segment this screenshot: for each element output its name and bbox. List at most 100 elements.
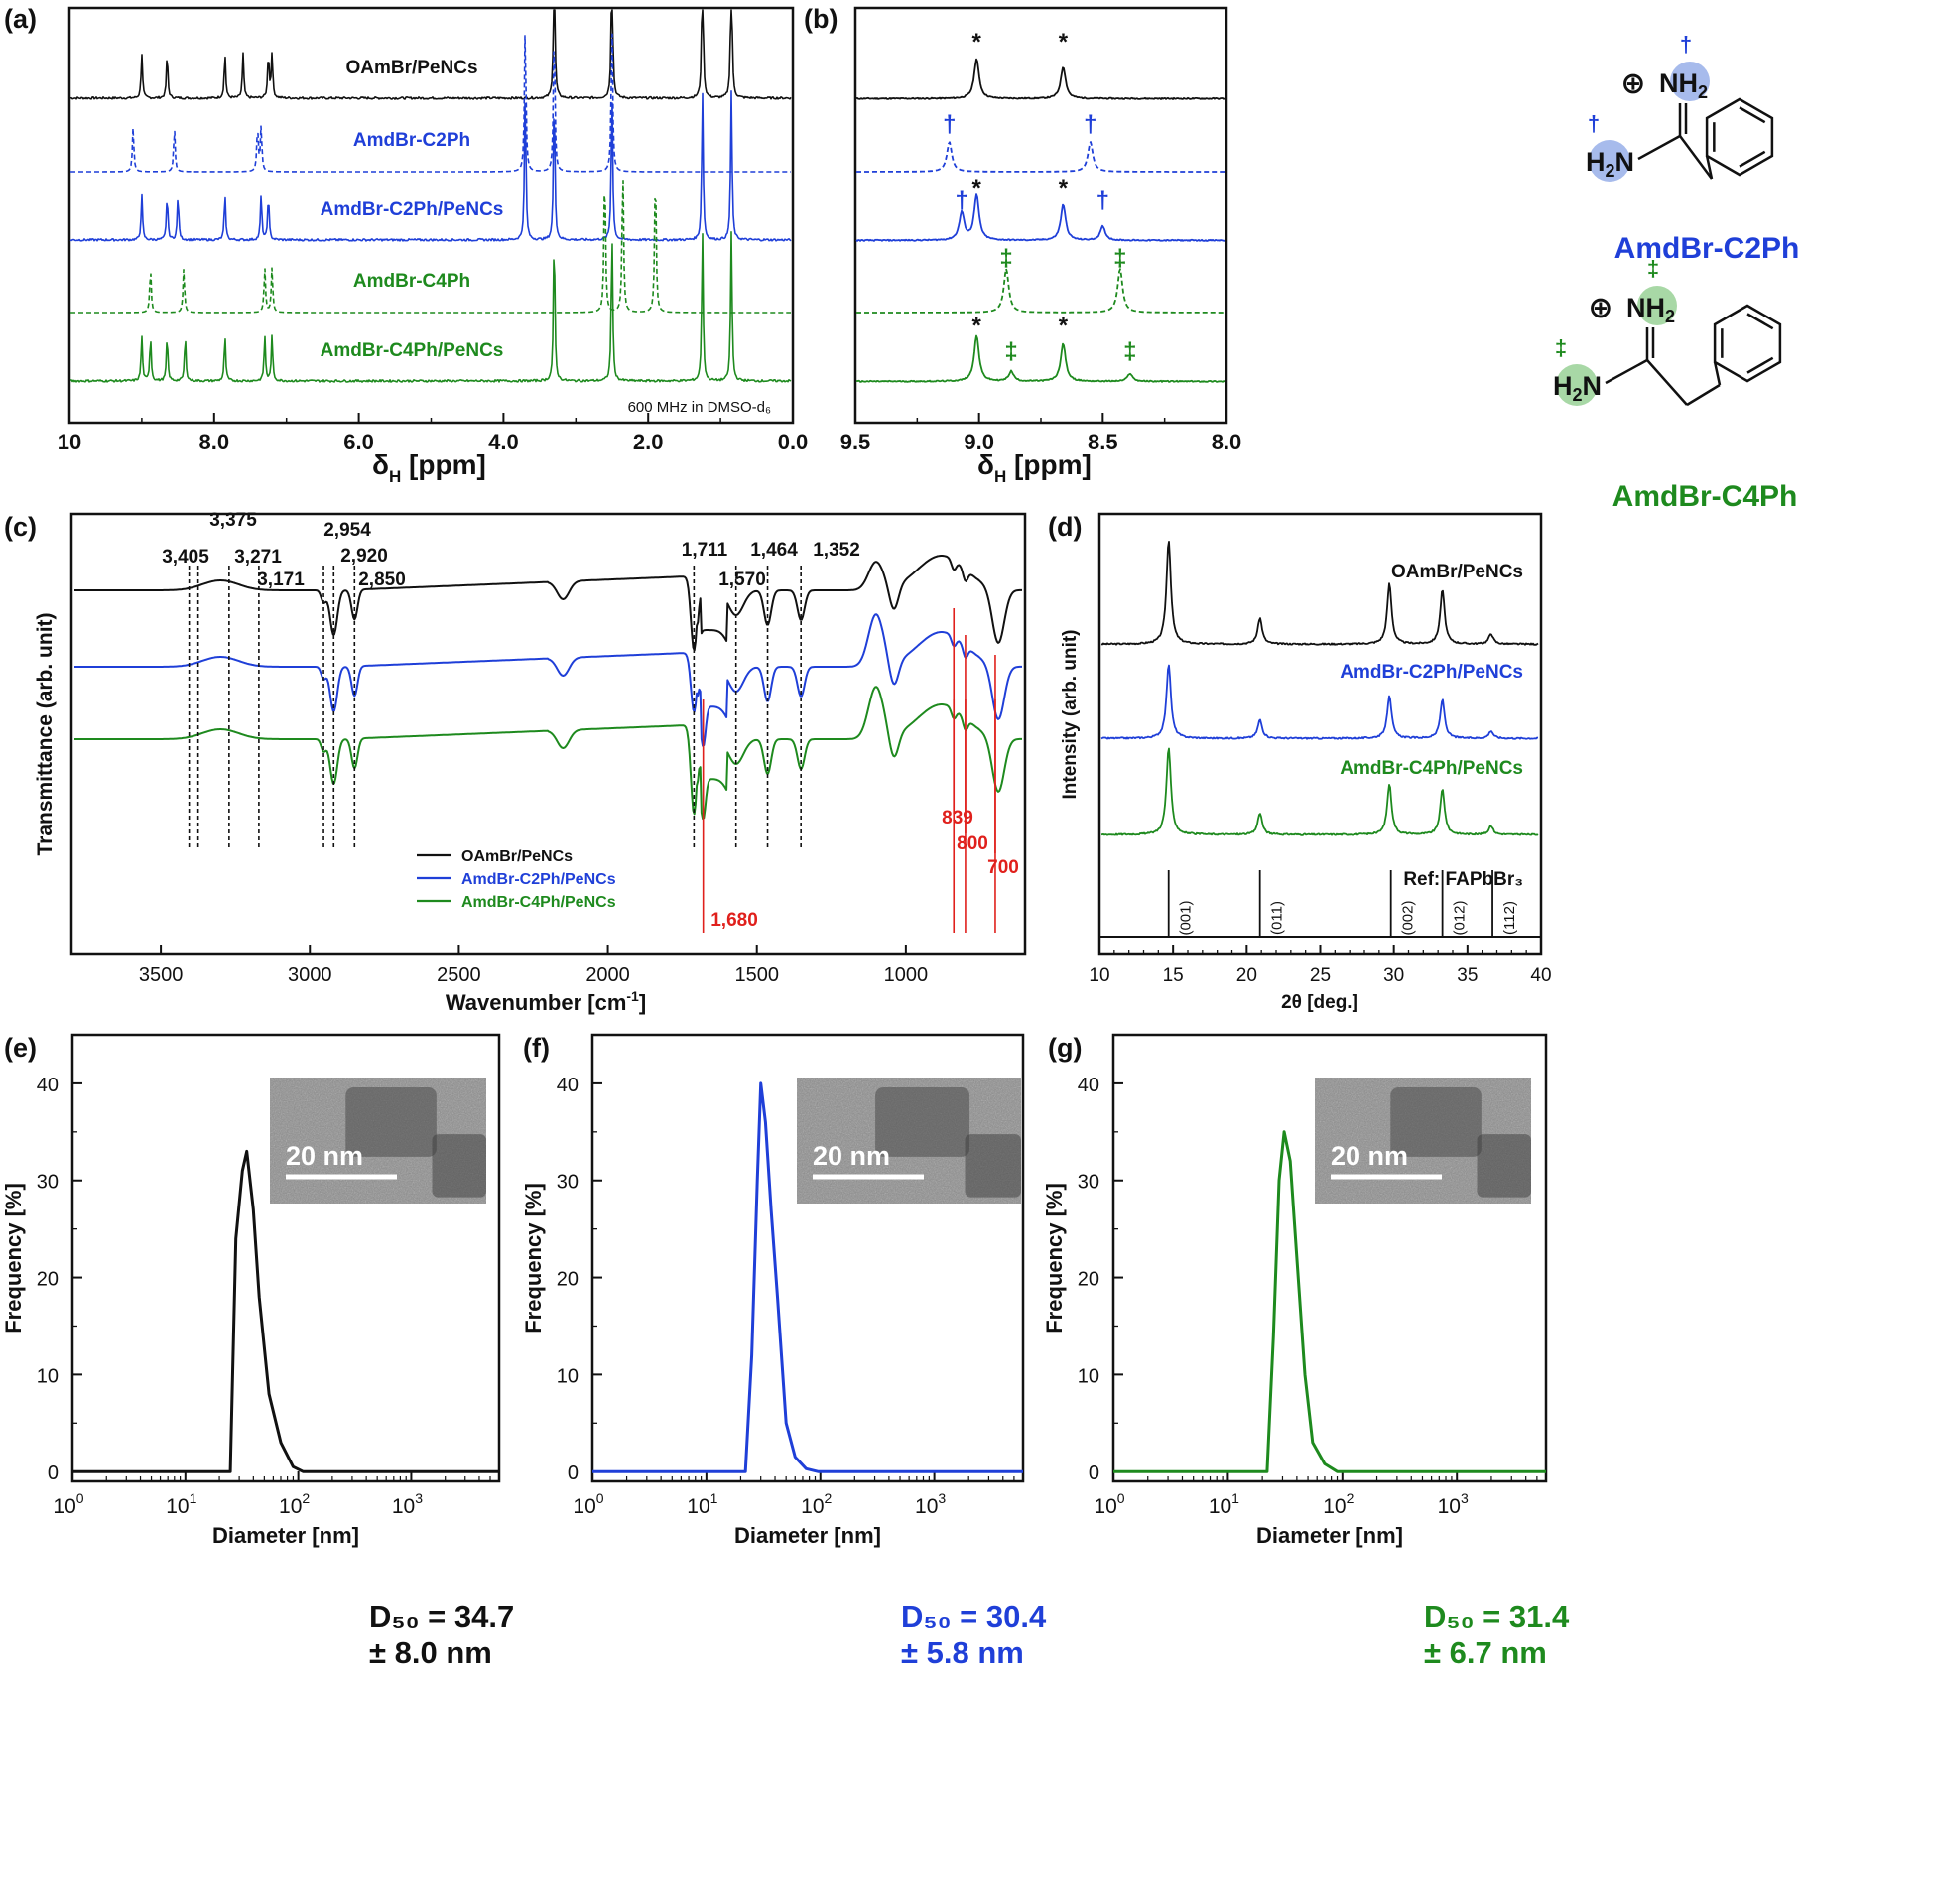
b-tick-label: 8.0 [1212, 430, 1242, 454]
ftir-red-label: 1,680 [710, 910, 758, 931]
tem-particle [1390, 1087, 1482, 1157]
ref-hkl: (001) [1178, 900, 1195, 935]
nmr-trace-1 [70, 33, 791, 173]
b-trace-1 [856, 141, 1225, 173]
x-tick-label: 102 [801, 1490, 832, 1518]
h2n-highlight [1556, 364, 1598, 406]
peak-mark: † [1096, 188, 1109, 214]
c-ylabel: Transmittance (arb. unit) [34, 612, 57, 855]
h2n-group: H2N [1553, 371, 1602, 405]
a-tick-label: 2.0 [633, 430, 664, 454]
c-tick-label: 3000 [288, 964, 332, 986]
peak-mark: * [972, 175, 982, 201]
x-tick-label: 100 [573, 1490, 603, 1518]
y-tick-label: 30 [557, 1172, 579, 1194]
x-tick-label: 102 [1323, 1490, 1354, 1518]
peak-mark: ‡ [1113, 245, 1126, 272]
ftir-peak-label: 2,954 [323, 520, 371, 541]
tem-particle [965, 1134, 1021, 1198]
tem-particle [432, 1134, 486, 1198]
panel-e-letter: (e) [4, 1033, 37, 1063]
peak-mark: † [1084, 111, 1096, 138]
y-tick-label: 20 [557, 1269, 579, 1291]
charge-symbol: ⊕ [1620, 67, 1645, 100]
x-tick-exp: 0 [76, 1490, 84, 1506]
nh2-sub: 2 [1698, 82, 1708, 102]
panel-b-letter: (b) [804, 4, 838, 34]
peak-mark: ‡ [999, 245, 1012, 272]
structure-mark: † [1588, 111, 1600, 136]
y-tick-label: 40 [1078, 1075, 1099, 1096]
b-trace-3 [856, 268, 1225, 314]
h2n-n: N [1583, 371, 1603, 401]
h2n-sub: 2 [1606, 161, 1615, 181]
ref-hkl: (012) [1452, 900, 1469, 935]
x-tick-exp: 0 [1117, 1490, 1125, 1506]
y-tick-label: 40 [557, 1075, 579, 1096]
d-ylabel: Intensity (arb. unit) [1060, 630, 1081, 800]
a-tick-label: 8.0 [199, 430, 230, 454]
dist-ylabel: Frequency [%] [1, 1183, 26, 1333]
b-tick-label: 8.5 [1088, 430, 1118, 454]
distribution-curve-e [72, 1149, 499, 1473]
nmr-trace-4 [69, 231, 792, 383]
nmr-trace-0 [69, 9, 792, 100]
xrd-trace-label: AmdBr-C4Ph/PeNCs [1340, 758, 1523, 779]
a-tick-label: 4.0 [488, 430, 519, 454]
y-tick-label: 10 [1078, 1365, 1099, 1387]
x-tick-label: 100 [53, 1490, 83, 1518]
x-tick-exp: 1 [190, 1490, 197, 1506]
panel-f-frame [590, 1033, 1025, 1483]
xrd-trace-label: AmdBr-C2Ph/PeNCs [1340, 662, 1523, 683]
structure-name-c2ph: AmdBr-C2Ph [1614, 232, 1800, 265]
tem-particle [345, 1087, 437, 1157]
y-tick-label: 20 [1078, 1269, 1099, 1291]
ftir-peak-label: 1,464 [750, 540, 798, 561]
ftir-peak-label: 1,570 [718, 570, 766, 590]
legend-label: OAmBr/PeNCs [461, 848, 573, 865]
b-trace-0 [855, 58, 1226, 100]
charge-symbol: ⊕ [1588, 292, 1612, 324]
a-xlabel-sub: H [389, 467, 401, 486]
bond [1646, 359, 1688, 406]
d-tick-label: 35 [1457, 965, 1478, 986]
ftir-peak-label: 2,920 [340, 546, 388, 567]
y-tick-label: 20 [37, 1269, 59, 1291]
peak-mark: * [972, 313, 982, 339]
x-tick-exp: 2 [825, 1490, 833, 1506]
xrd-trace-1 [1100, 664, 1539, 740]
dist-ylabel: Frequency [%] [1042, 1183, 1067, 1333]
ref-hkl: (002) [1400, 900, 1417, 935]
nh2-highlight [1637, 286, 1677, 325]
ftir-peak-label: 3,405 [162, 547, 209, 568]
distribution-curve-g [1113, 1130, 1546, 1473]
y-tick-label: 0 [1089, 1462, 1099, 1484]
double-bond [1746, 356, 1774, 374]
nmr-note: 600 MHz in DMSO-d₆ [628, 399, 771, 416]
d-tick-label: 10 [1089, 965, 1109, 986]
x-tick-exp: 0 [596, 1490, 604, 1506]
benzene-ring [1705, 97, 1774, 177]
y-tick-label: 0 [48, 1462, 59, 1484]
x-tick-label: 101 [1209, 1490, 1239, 1518]
x-tick-label: 103 [392, 1490, 423, 1518]
peak-mark: ‡ [1004, 338, 1017, 365]
x-tick-label: 101 [166, 1490, 196, 1518]
c-tick-label: 3500 [139, 964, 184, 986]
d-tick-label: 40 [1530, 965, 1551, 986]
panel-g-frame [1111, 1033, 1548, 1483]
y-tick-label: 30 [37, 1172, 59, 1194]
bond [1686, 383, 1721, 407]
panel-c-letter: (c) [4, 512, 37, 542]
peak-mark: * [1059, 29, 1069, 56]
ftir-peak-label: 1,711 [682, 540, 728, 561]
ref-hkl: (112) [1501, 901, 1518, 935]
a-tick-label: 6.0 [343, 430, 374, 454]
x-tick-exp: 2 [302, 1490, 310, 1506]
peak-mark: ‡ [1123, 338, 1136, 365]
ftir-peak-label: 3,171 [257, 570, 305, 590]
ftir-red-label: 700 [987, 857, 1019, 878]
structure-mark: † [1680, 32, 1692, 57]
b-trace-4 [855, 334, 1225, 383]
